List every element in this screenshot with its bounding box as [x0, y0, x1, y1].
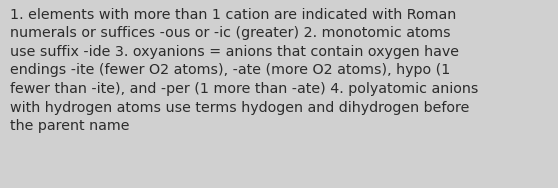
Text: 1. elements with more than 1 cation are indicated with Roman
numerals or suffice: 1. elements with more than 1 cation are …	[10, 8, 478, 133]
